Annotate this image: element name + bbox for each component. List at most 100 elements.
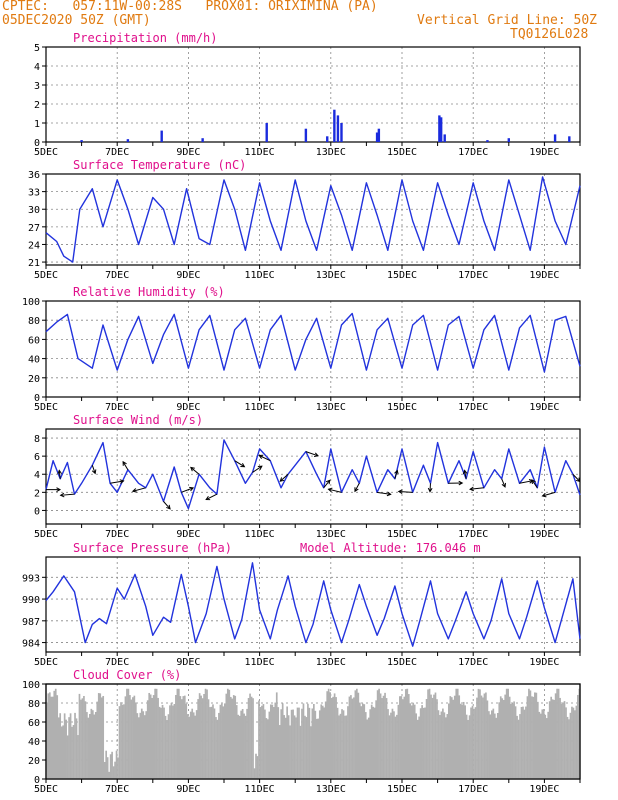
cloud-bar bbox=[51, 696, 54, 779]
x-tick-label: 5DEC bbox=[34, 402, 58, 413]
cloud-bar bbox=[574, 710, 576, 779]
cloud-bar bbox=[118, 706, 121, 779]
y-tick-label: 0 bbox=[34, 138, 40, 149]
wind-arrow bbox=[323, 479, 331, 489]
cloud-bar bbox=[536, 701, 539, 779]
cloud-bar bbox=[477, 688, 480, 779]
cloud-bar bbox=[140, 708, 143, 779]
cloud-bar bbox=[422, 707, 425, 779]
cloud-bar bbox=[91, 710, 94, 779]
cloud-bar bbox=[206, 689, 208, 779]
wind-arrowhead bbox=[189, 486, 195, 492]
cloud-bar bbox=[299, 725, 302, 779]
panel-frame-precip bbox=[45, 46, 581, 143]
wind-arrow bbox=[305, 451, 319, 457]
cloud-bar bbox=[197, 699, 199, 779]
panel-frame-cloud-top bbox=[45, 683, 581, 780]
cloud-bar bbox=[296, 707, 299, 779]
cloud-bar bbox=[198, 693, 201, 779]
cloud-bar bbox=[430, 694, 432, 779]
cloud-bar bbox=[117, 757, 119, 779]
temperature-line bbox=[45, 176, 581, 263]
cloud-bar bbox=[305, 717, 308, 779]
cloud-bar bbox=[127, 688, 130, 779]
cloud-bar bbox=[495, 717, 498, 779]
cloud-bar bbox=[272, 707, 275, 779]
cloud-bar bbox=[483, 693, 486, 779]
wind-arrow bbox=[377, 491, 391, 495]
cloud-bar bbox=[394, 716, 397, 779]
cloud-bar bbox=[271, 704, 274, 779]
panel-title-wind: Surface Wind (m/s) bbox=[73, 413, 203, 427]
cloud-bar bbox=[315, 718, 318, 779]
cloud-bar bbox=[96, 701, 99, 779]
cloud-bar bbox=[253, 768, 256, 779]
cloud-bar bbox=[575, 705, 578, 779]
cloud-bar bbox=[467, 719, 469, 779]
grid-line-note: Vertical Grid Line: 50Z bbox=[417, 13, 598, 28]
wind-arrowhead bbox=[531, 479, 536, 485]
cloud-bar bbox=[565, 707, 567, 779]
cloud-bar bbox=[447, 703, 450, 779]
cloud-bar bbox=[195, 710, 198, 779]
x-tick-label: 19DEC bbox=[529, 270, 559, 281]
cloud-bar bbox=[390, 712, 392, 779]
cloud-bar bbox=[219, 704, 222, 779]
wind-arrowhead bbox=[258, 454, 264, 460]
cloud-bar bbox=[135, 702, 137, 779]
cloud-bar bbox=[391, 708, 394, 779]
wind-arrowhead bbox=[541, 492, 547, 498]
cloud-bar bbox=[53, 690, 56, 779]
precip-bar bbox=[553, 134, 557, 142]
wind-arrowhead bbox=[462, 469, 468, 475]
cloud-bar bbox=[154, 688, 156, 779]
cloud-bar bbox=[528, 688, 530, 779]
cloud-bar bbox=[351, 698, 354, 779]
cloud-bar bbox=[378, 688, 380, 779]
cloud-bar bbox=[412, 702, 415, 779]
cloud-bar bbox=[442, 708, 444, 779]
cloud-bar bbox=[550, 696, 553, 779]
cloud-bar bbox=[436, 699, 438, 779]
cloud-bar bbox=[456, 688, 459, 779]
x-tick-label: 7DEC bbox=[105, 784, 129, 795]
wind-arrow bbox=[234, 460, 245, 468]
precip-bar bbox=[375, 132, 379, 142]
cloud-bar bbox=[283, 715, 286, 779]
cloud-bar bbox=[78, 693, 81, 779]
cloud-bar bbox=[161, 704, 164, 779]
cloud-bar bbox=[578, 688, 581, 779]
cloud-bar bbox=[231, 698, 234, 779]
cloud-bar bbox=[465, 714, 468, 779]
cloud-bar bbox=[344, 715, 346, 779]
wind-arrow bbox=[470, 487, 484, 490]
x-tick-label: 5DEC bbox=[34, 529, 58, 540]
cloud-bar bbox=[160, 707, 162, 779]
cloud-bar bbox=[562, 702, 564, 779]
cloud-bar bbox=[238, 715, 241, 779]
cloud-bar bbox=[406, 688, 409, 779]
y-tick-label: 33 bbox=[28, 188, 40, 199]
cloud-bar bbox=[491, 710, 493, 779]
cloud-bar bbox=[146, 700, 149, 779]
wind-arrowhead bbox=[119, 479, 125, 484]
cloud-bar bbox=[100, 697, 103, 779]
cloud-bar bbox=[243, 713, 245, 779]
cloud-bar bbox=[105, 750, 108, 779]
cloud-bar bbox=[450, 697, 453, 779]
cloud-bar bbox=[129, 695, 131, 779]
y-tick-label: 3 bbox=[34, 81, 40, 92]
cloud-bar bbox=[519, 714, 521, 779]
cloud-bar bbox=[163, 707, 165, 779]
cloud-bar bbox=[382, 695, 385, 779]
cloud-bar bbox=[324, 701, 327, 779]
wind-arrowhead bbox=[279, 477, 285, 482]
cloud-bar bbox=[48, 692, 51, 779]
cloud-bar bbox=[295, 717, 297, 779]
cloud-bar bbox=[218, 712, 220, 779]
x-tick-label: 13DEC bbox=[316, 402, 346, 413]
cloud-bar bbox=[489, 714, 492, 779]
cloud-bar bbox=[464, 705, 466, 779]
x-tick-label: 15DEC bbox=[387, 657, 417, 668]
precip-bar bbox=[336, 115, 340, 142]
